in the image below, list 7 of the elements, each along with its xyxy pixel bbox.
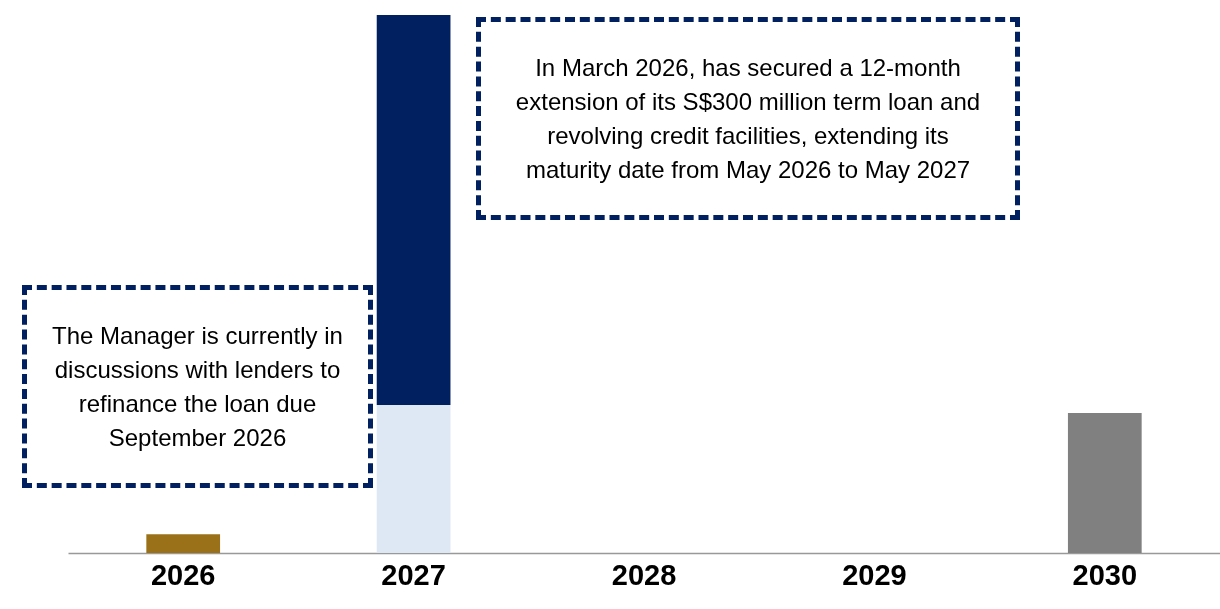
- annotation: The Manager is currently in discussions with lenders to refinance the loan due September 2026: [51, 320, 344, 453]
- annotation: In March 2026, has secured a 12-month extension of its S$300 million term loan and revolving credit facilities, extending its maturity date from May 2026 to May 2027: [514, 52, 982, 185]
- x-tick-label: 2029: [842, 558, 907, 591]
- x-tick-label: 2030: [1072, 558, 1138, 591]
- x-tick-label: 2027: [381, 558, 446, 591]
- x-tick-label: 2028: [611, 558, 677, 591]
- x-tick-label: 2026: [150, 558, 216, 591]
